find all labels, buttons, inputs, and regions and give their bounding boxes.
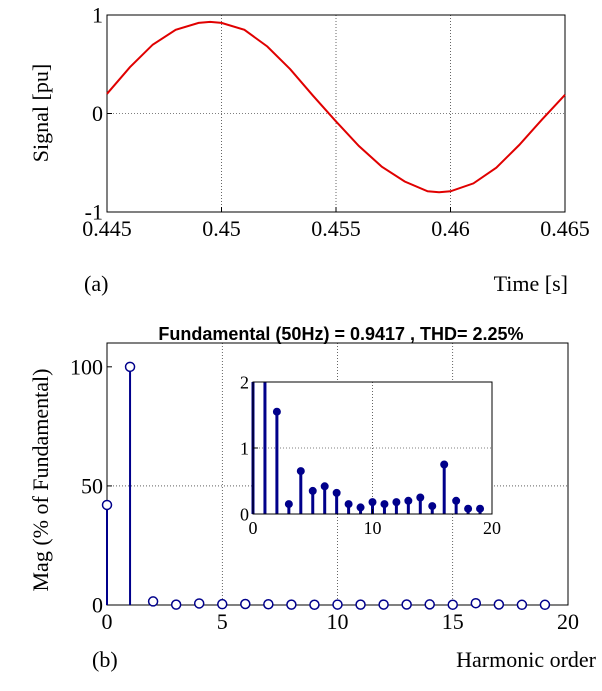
harmonic-x-tick-label: 10 bbox=[327, 609, 349, 634]
signal-plot: 0.445 0.45 0.455 0.46 0.465 -1 0 1 bbox=[82, 3, 590, 241]
inset-stem-marker bbox=[392, 498, 401, 507]
signal-y-axis-label: Signal [pu] bbox=[28, 64, 53, 162]
harmonic-stem-marker bbox=[147, 596, 159, 607]
harmonic-stem-marker bbox=[193, 598, 205, 609]
inset-stem-marker bbox=[368, 498, 377, 507]
harmonic-stem-marker bbox=[470, 597, 482, 609]
harmonic-stem-marker bbox=[378, 599, 389, 610]
inset-y-tick-label: 2 bbox=[240, 372, 249, 392]
harmonic-stem-marker bbox=[309, 599, 320, 611]
harmonic-stem-marker bbox=[286, 599, 297, 610]
signal-x-tick-label: 0.445 bbox=[82, 216, 132, 241]
harmonic-stem-marker bbox=[217, 598, 228, 610]
inset-stem-marker bbox=[308, 486, 317, 495]
harmonic-stem-marker bbox=[493, 599, 505, 610]
panel-label-b: (b) bbox=[92, 647, 118, 672]
harmonic-stem-marker bbox=[447, 599, 458, 610]
signal-x-tick-label: 0.455 bbox=[311, 216, 361, 241]
harmonic-stem-marker bbox=[424, 599, 435, 610]
signal-y-tick-label: -1 bbox=[85, 200, 103, 225]
inset-stem-marker bbox=[380, 500, 389, 509]
inset-stem-marker bbox=[356, 503, 365, 512]
harmonic-y-tick-label: 0 bbox=[92, 593, 103, 618]
inset-stem-marker bbox=[284, 500, 293, 509]
harmonic-stem-marker bbox=[170, 599, 182, 610]
inset-stem-marker bbox=[416, 493, 425, 502]
signal-x-axis-label: Time [s] bbox=[494, 271, 568, 296]
inset-stem-marker bbox=[452, 496, 461, 505]
harmonic-stem-marker bbox=[240, 598, 251, 610]
harmonic-stem-marker bbox=[516, 599, 528, 611]
harmonic-stem-marker bbox=[401, 599, 412, 610]
signal-plot-grid bbox=[107, 15, 565, 212]
inset-stem-marker bbox=[344, 500, 353, 509]
signal-y-tick-label: 1 bbox=[92, 3, 103, 28]
inset-x-tick-label: 0 bbox=[249, 518, 258, 538]
inset-ticks: 0 10 20 0 1 2 bbox=[240, 372, 501, 538]
harmonic-inset-plot: 0 10 20 0 1 2 bbox=[240, 372, 501, 538]
inset-stem-marker bbox=[428, 502, 437, 511]
harmonic-stem-marker bbox=[355, 599, 366, 610]
harmonic-stem-marker bbox=[539, 599, 551, 611]
inset-stem-marker bbox=[440, 460, 449, 469]
harmonic-y-tick-label: 50 bbox=[81, 474, 103, 499]
harmonic-stem-marker bbox=[101, 499, 113, 511]
inset-x-tick-label: 20 bbox=[483, 518, 501, 538]
inset-stem-marker bbox=[476, 504, 485, 513]
inset-stem-marker bbox=[332, 488, 341, 497]
harmonic-x-tick-label: 20 bbox=[557, 609, 579, 634]
harmonic-x-axis-label: Harmonic order bbox=[456, 647, 597, 672]
harmonic-x-tick-label: 5 bbox=[217, 609, 228, 634]
harmonic-stems bbox=[101, 361, 551, 611]
inset-stem-marker bbox=[464, 504, 473, 513]
harmonic-plot-title: Fundamental (50Hz) = 0.9417 , THD= 2.25% bbox=[158, 324, 523, 344]
harmonic-y-axis-label: Mag (% of Fundamental) bbox=[28, 369, 53, 592]
harmonic-x-tick-label: 0 bbox=[102, 609, 113, 634]
signal-x-tick-label: 0.465 bbox=[540, 216, 590, 241]
inset-grid bbox=[253, 382, 492, 514]
inset-x-tick-label: 10 bbox=[364, 518, 382, 538]
inset-stem-marker bbox=[404, 496, 413, 505]
harmonic-stem-marker bbox=[124, 361, 136, 373]
panel-label-a: (a) bbox=[84, 271, 108, 296]
inset-y-tick-label: 1 bbox=[240, 438, 249, 458]
harmonic-x-tick-label: 15 bbox=[442, 609, 464, 634]
signal-x-tick-label: 0.46 bbox=[431, 216, 470, 241]
inset-y-tick-label: 0 bbox=[240, 504, 249, 524]
signal-plot-ticks: 0.445 0.45 0.455 0.46 0.465 -1 0 1 bbox=[82, 3, 590, 241]
signal-line bbox=[106, 20, 566, 194]
signal-y-tick-label: 0 bbox=[92, 101, 103, 126]
harmonic-stem-marker bbox=[263, 598, 274, 610]
inset-stem-marker bbox=[320, 482, 329, 491]
harmonic-y-tick-label: 100 bbox=[70, 355, 103, 380]
signal-x-tick-label: 0.45 bbox=[202, 216, 241, 241]
harmonic-stem-marker bbox=[332, 599, 343, 610]
inset-stem-marker bbox=[272, 407, 281, 416]
inset-stem-marker bbox=[296, 467, 305, 476]
